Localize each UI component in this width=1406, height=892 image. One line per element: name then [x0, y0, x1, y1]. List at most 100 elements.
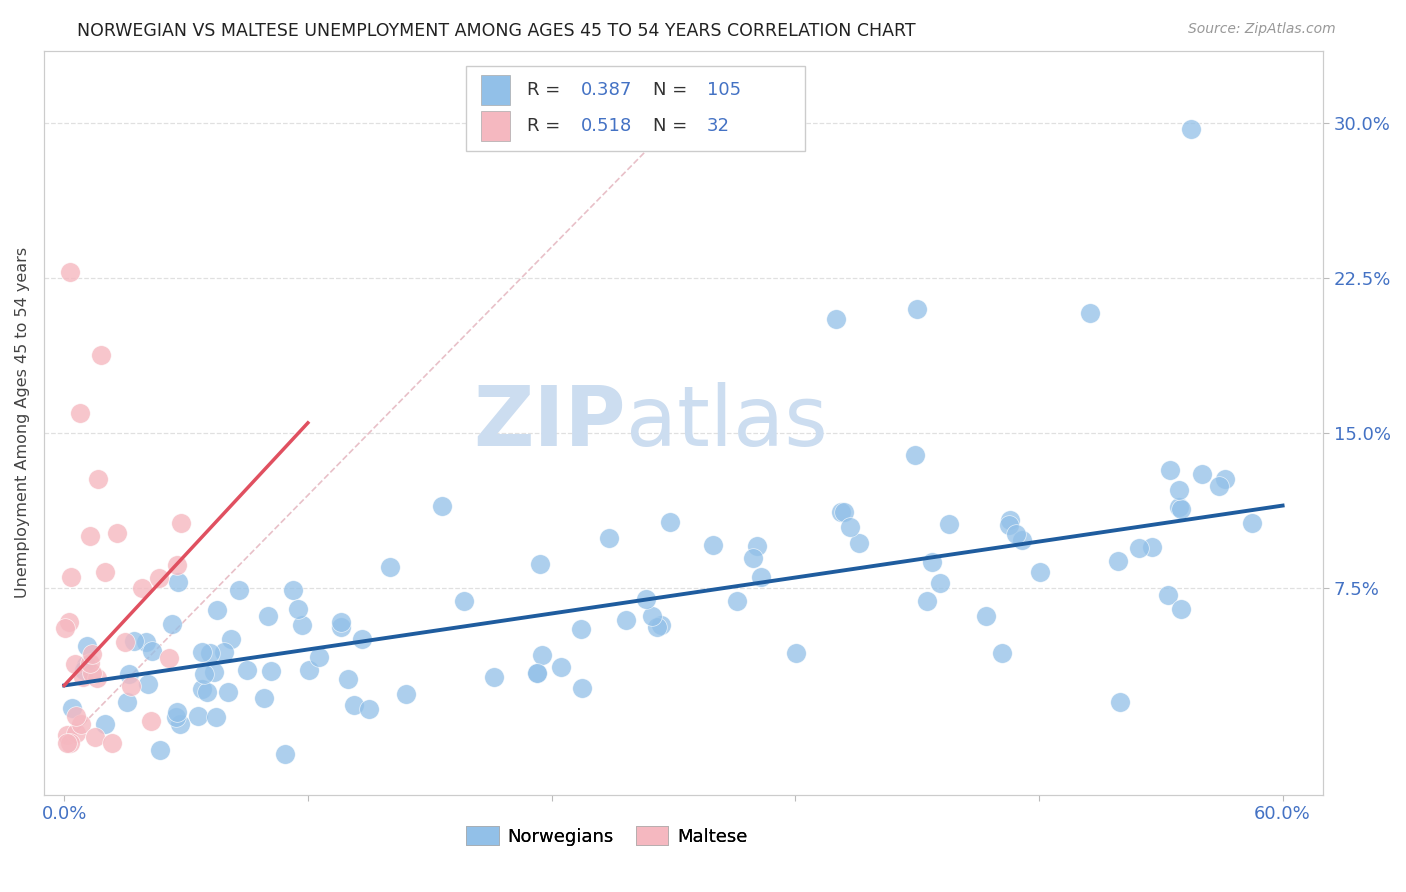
Point — [166, 574, 188, 589]
Point — [1029, 565, 1052, 579]
Point — [70, 716, 93, 731]
Point — [94, 717, 117, 731]
Point — [484, 670, 506, 684]
Point — [336, 672, 359, 686]
Point — [166, 706, 188, 720]
Point — [157, 651, 180, 665]
Point — [55, 736, 77, 750]
Point — [330, 620, 353, 634]
Point — [745, 539, 768, 553]
Point — [359, 702, 381, 716]
Point — [1191, 467, 1213, 482]
Point — [193, 666, 215, 681]
Point — [834, 505, 856, 519]
Point — [291, 617, 314, 632]
Point — [281, 582, 304, 597]
Point — [636, 592, 658, 607]
Point — [149, 743, 172, 757]
Point — [785, 646, 807, 660]
Point — [741, 550, 763, 565]
Point — [598, 531, 620, 545]
Point — [198, 646, 221, 660]
Point — [530, 648, 553, 662]
Point — [73, 663, 96, 677]
Point — [120, 679, 142, 693]
Text: Source: ZipAtlas.com: Source: ZipAtlas.com — [1188, 22, 1336, 37]
Text: 0.518: 0.518 — [581, 117, 633, 135]
Point — [1109, 695, 1132, 709]
Point — [650, 618, 672, 632]
Point — [101, 736, 124, 750]
Point — [1078, 306, 1101, 320]
Point — [205, 709, 228, 723]
Point — [824, 312, 846, 326]
Point — [1011, 533, 1033, 547]
Point — [191, 644, 214, 658]
Point — [938, 517, 960, 532]
Point — [260, 664, 283, 678]
Point — [58, 615, 80, 630]
Point — [148, 571, 170, 585]
Point — [53, 621, 76, 635]
Point — [75, 658, 97, 673]
Point — [205, 603, 228, 617]
Point — [1170, 501, 1192, 516]
Point — [90, 348, 112, 362]
Point — [352, 632, 374, 646]
Point — [72, 670, 94, 684]
Point — [65, 709, 87, 723]
Point — [76, 639, 98, 653]
Point — [87, 472, 110, 486]
Point — [1157, 588, 1180, 602]
Point — [453, 594, 475, 608]
Point — [63, 657, 86, 672]
Point — [380, 560, 402, 574]
Point — [917, 594, 939, 608]
Point — [526, 666, 548, 681]
Point — [86, 671, 108, 685]
Point — [702, 538, 724, 552]
FancyBboxPatch shape — [465, 66, 806, 151]
Point — [160, 617, 183, 632]
Point — [905, 302, 928, 317]
FancyBboxPatch shape — [481, 75, 509, 105]
Point — [191, 681, 214, 696]
Text: atlas: atlas — [626, 383, 828, 463]
Point — [928, 575, 950, 590]
Point — [287, 602, 309, 616]
Text: 32: 32 — [707, 117, 730, 135]
Point — [219, 632, 242, 646]
Point — [60, 701, 83, 715]
Point — [118, 667, 141, 681]
Point — [1107, 554, 1129, 568]
Y-axis label: Unemployment Among Ages 45 to 54 years: Unemployment Among Ages 45 to 54 years — [15, 247, 30, 599]
Point — [1140, 540, 1163, 554]
Text: N =: N = — [652, 117, 693, 135]
Point — [1170, 602, 1192, 616]
Point — [1168, 483, 1191, 498]
Point — [974, 609, 997, 624]
Point — [550, 660, 572, 674]
Point — [79, 656, 101, 670]
Point — [1240, 516, 1263, 530]
Point — [1215, 473, 1237, 487]
Point — [1180, 122, 1202, 136]
Point — [838, 520, 860, 534]
Point — [170, 516, 193, 531]
Point — [298, 664, 321, 678]
Point — [105, 525, 128, 540]
Point — [330, 615, 353, 630]
Point — [253, 691, 276, 706]
Point — [202, 665, 225, 679]
Point — [217, 685, 239, 699]
Text: NORWEGIAN VS MALTESE UNEMPLOYMENT AMONG AGES 45 TO 54 YEARS CORRELATION CHART: NORWEGIAN VS MALTESE UNEMPLOYMENT AMONG … — [77, 22, 915, 40]
Point — [749, 569, 772, 583]
Point — [529, 557, 551, 571]
Point — [60, 570, 83, 584]
Point — [80, 665, 103, 680]
Point — [69, 405, 91, 419]
Point — [569, 622, 592, 636]
Point — [141, 714, 163, 729]
Legend: Norwegians, Maltese: Norwegians, Maltese — [458, 819, 755, 853]
Point — [59, 265, 82, 279]
